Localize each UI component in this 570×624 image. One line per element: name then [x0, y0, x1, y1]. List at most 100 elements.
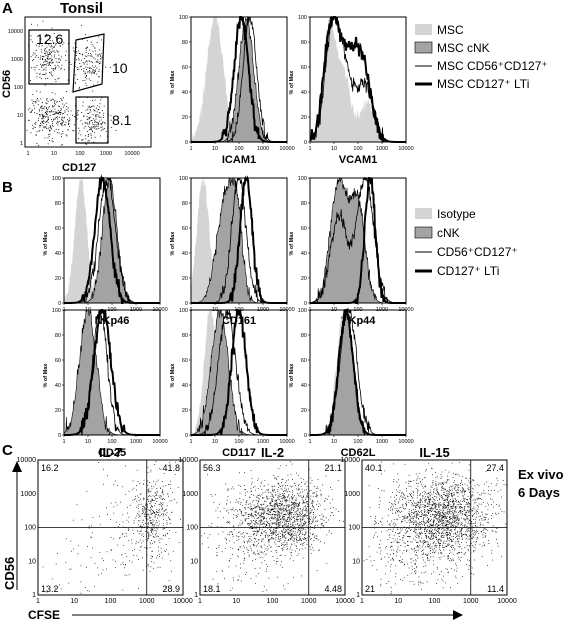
scatter-dot — [403, 508, 404, 509]
scatter-dot — [301, 527, 303, 529]
scatter-dot — [52, 69, 54, 71]
scatter-dot — [413, 548, 415, 550]
scatter-dot — [31, 99, 33, 101]
scatter-dot — [270, 546, 272, 548]
scatter-dot — [313, 514, 314, 515]
scatter-dot — [302, 509, 304, 511]
scatter-dot — [439, 528, 440, 530]
legend-a-swatch-cnk — [414, 41, 433, 54]
scatter-dot — [467, 499, 468, 501]
scatter-dot — [291, 509, 292, 511]
scatter-dot — [448, 511, 450, 512]
scatter-dot — [298, 489, 300, 490]
scatter-dot — [426, 499, 427, 501]
scatter-dot — [69, 568, 70, 570]
scatter-dot — [147, 526, 149, 528]
scatter-dot — [264, 509, 265, 511]
scatter-dot — [427, 521, 429, 523]
scatter-dot — [473, 551, 475, 553]
scatter-dot — [426, 537, 428, 539]
scatter-dot — [408, 482, 409, 484]
hist-y-tick: 40 — [55, 383, 61, 389]
scatter-dot — [147, 526, 148, 528]
scatter-dot — [162, 485, 164, 487]
scatter-dot — [251, 514, 253, 515]
scatter-dot — [335, 508, 337, 510]
scatter-dot — [58, 129, 60, 131]
scatter-dot — [93, 57, 95, 59]
scatter-dot — [286, 508, 287, 510]
gate-value-cd56-cd127: 10 — [112, 60, 128, 76]
scatter-dot — [432, 538, 434, 540]
scatter-dot — [277, 514, 279, 516]
scatter-dot — [304, 498, 306, 500]
scatter-dot — [408, 520, 410, 522]
scatter-dot — [271, 508, 273, 509]
scatter-dot — [480, 494, 482, 496]
scatter-dot — [273, 538, 274, 539]
scatter-dot — [303, 538, 304, 540]
scatter-dot — [478, 498, 480, 499]
scatter-dot — [461, 532, 462, 534]
scatter-dot — [265, 571, 267, 572]
scatter-dot — [278, 512, 280, 513]
scatter-dot — [446, 516, 448, 517]
scatter-dot — [403, 517, 405, 519]
scatter-dot — [226, 499, 228, 501]
scatter-dot — [291, 533, 293, 535]
scatter-dot — [77, 110, 79, 112]
scatter-dot — [428, 521, 430, 523]
scatter-dot — [137, 513, 139, 514]
scatter-dot — [304, 523, 306, 525]
scatter-dot — [257, 506, 258, 508]
scatter-dot — [381, 490, 383, 491]
hist-y-tick: 100 — [52, 176, 61, 182]
scatter-dot — [436, 489, 438, 490]
scatter-dot — [302, 501, 304, 503]
scatter-dot — [444, 517, 446, 519]
scatter-dot — [77, 114, 79, 116]
scatter-dot — [403, 564, 405, 566]
scatter-dot — [416, 504, 418, 506]
scatter-dot — [464, 547, 466, 549]
scatter-dot — [467, 506, 469, 508]
hist-x-tick: 100 — [353, 146, 362, 152]
scatter-dot — [314, 486, 315, 487]
scatter-dot — [292, 522, 294, 524]
scatter-dot — [472, 495, 474, 497]
scatter-dot — [424, 522, 426, 524]
scatter-dot — [31, 23, 32, 25]
scatter-dot — [158, 520, 160, 522]
scatter-dot — [276, 504, 278, 505]
scatter-dot — [253, 553, 255, 555]
scatter-dot — [161, 505, 162, 507]
scatter-dot — [483, 545, 485, 547]
scatter-dot — [154, 512, 156, 513]
scatter-dot — [100, 99, 102, 101]
scatter-dot — [81, 139, 82, 141]
scatter-dot — [300, 522, 302, 524]
scatter-dot — [138, 497, 139, 499]
scatter-dot — [456, 538, 458, 540]
scatter-dot — [270, 517, 272, 519]
hist-x-tick: 100 — [234, 439, 243, 445]
scatter-dot — [294, 503, 296, 505]
scatter-dot — [474, 550, 476, 552]
scatter-dot — [280, 504, 282, 506]
scatter-dot — [244, 557, 246, 559]
scatter-dot — [299, 508, 301, 509]
scatter-dot — [457, 515, 459, 517]
scatter-dot — [449, 504, 451, 506]
scatter-dot — [98, 76, 100, 78]
scatter-dot — [493, 501, 494, 503]
scatter-dot — [227, 521, 228, 523]
scatter-dot — [83, 58, 85, 60]
scatter-dot — [86, 590, 88, 592]
scatter-dot — [282, 517, 283, 519]
scatter-dot — [397, 542, 399, 543]
scatter-dot — [90, 80, 92, 81]
plot-title: IL-2 — [261, 445, 284, 460]
scatter-dot — [47, 58, 49, 60]
scatter-dot — [92, 100, 93, 101]
scatter-dot — [310, 495, 312, 497]
